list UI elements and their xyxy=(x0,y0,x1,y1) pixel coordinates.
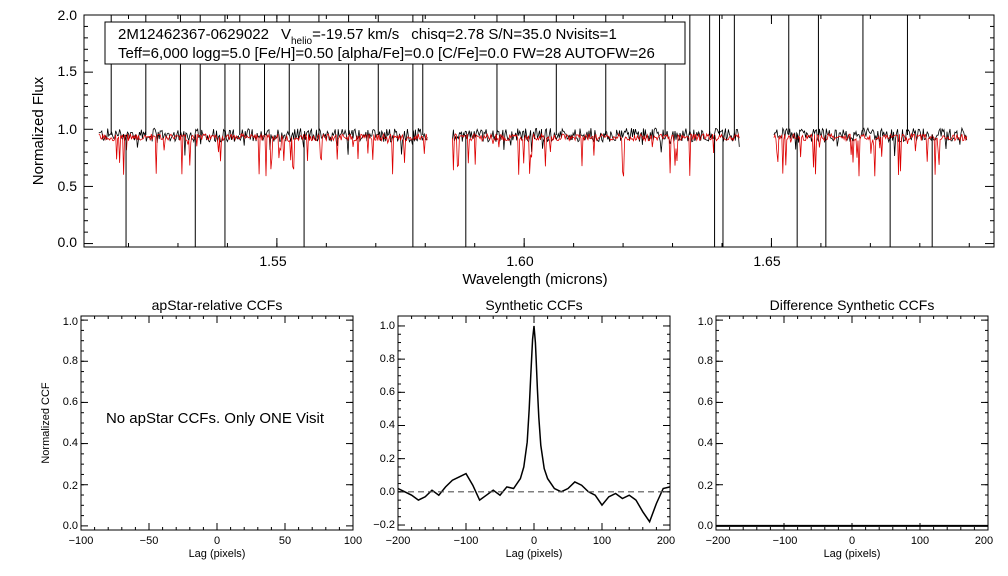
difference-ytick-label: 0.2 xyxy=(698,480,713,492)
synthetic-xtick-label: −100 xyxy=(454,535,479,547)
apstar-ytick-label: 0.4 xyxy=(63,437,78,449)
spectrum-ytick-label: 1.5 xyxy=(58,63,78,79)
difference-ccf-title: Difference Synthetic CCFs xyxy=(770,297,935,313)
apstar-xtick-label: 50 xyxy=(279,535,291,547)
spectrum-panel: 0.0 0.5 1.0 1.5 2.0 1.55 1.60 1.65 Wavel… xyxy=(30,7,995,288)
synthetic-xtick-label: 200 xyxy=(657,535,675,547)
apstar-xlabel: Lag (pixels) xyxy=(189,548,246,560)
apstar-ytick-label: 0.0 xyxy=(63,520,78,532)
synthetic-ccf-line xyxy=(397,325,671,524)
difference-ccf-panel: Difference Synthetic CCFs 0.0 0.2 0.4 0.… xyxy=(698,297,993,560)
apstar-ccf-title: apStar-relative CCFs xyxy=(152,297,283,313)
vhelio-value: =-19.57 km/s xyxy=(312,26,399,43)
synthetic-xtick-label: −200 xyxy=(386,535,411,547)
spectrum-frame xyxy=(83,14,995,248)
synthetic-ytick-label: 0.6 xyxy=(380,386,395,398)
observed-spectrum-line xyxy=(452,127,740,153)
vhelio-label: V xyxy=(281,26,291,43)
synthetic-xtick-label: 100 xyxy=(593,535,611,547)
star-id: 2M12462367-0629022 xyxy=(118,26,269,43)
synthetic-ytick-label: 0.0 xyxy=(380,486,395,498)
difference-ytick-label: 0.6 xyxy=(698,396,713,408)
apstar-xtick-label: −50 xyxy=(140,535,159,547)
difference-ytick-label: 0.4 xyxy=(698,437,713,449)
synthetic-spectrum-line xyxy=(773,132,968,177)
difference-ccf-ticks xyxy=(715,316,989,530)
info-line-1: 2M12462367-0629022 Vhelio=-19.57 km/s chis… xyxy=(118,26,617,47)
spectrum-xtick-label: 1.60 xyxy=(506,253,533,269)
synthetic-ccf-title: Synthetic CCFs xyxy=(485,297,582,313)
apstar-ytick-label: 0.8 xyxy=(63,355,78,367)
apstar-xtick-label: −100 xyxy=(69,535,94,547)
spectrum-ytick-label: 2.0 xyxy=(58,7,78,23)
apstar-ytick-label: 0.6 xyxy=(63,396,78,408)
spectrum-info-box: 2M12462367-0629022 Vhelio=-19.57 km/s chis… xyxy=(104,21,686,65)
apstar-ccf-panel: apStar-relative CCFs 0.0 0.2 0.4 0.6 0.8… xyxy=(40,297,362,560)
synthetic-ytick-label: 1.0 xyxy=(380,320,395,332)
info-box-frame xyxy=(104,21,686,65)
observed-spectrum-line xyxy=(773,126,968,157)
difference-ytick-label: 0.8 xyxy=(698,355,713,367)
difference-ytick-label: 1.0 xyxy=(698,316,713,328)
difference-xtick-label: 100 xyxy=(911,535,929,547)
synthetic-ytick-label: 0.8 xyxy=(380,353,395,365)
apstar-ytick-label: 0.2 xyxy=(63,480,78,492)
difference-xlabel: Lag (pixels) xyxy=(824,548,881,560)
synthetic-xtick-label: 0 xyxy=(531,535,537,547)
synthetic-ccf-frame xyxy=(397,315,671,531)
apstar-xtick-label: 100 xyxy=(344,535,362,547)
fit-stats: chisq=2.78 S/N=35.0 Nvisits=1 xyxy=(411,26,617,43)
difference-xtick-label: 0 xyxy=(849,535,855,547)
difference-ccf-frame xyxy=(715,315,989,531)
synthetic-ytick-label: 0.2 xyxy=(380,453,395,465)
spectrum-xlabel: Wavelength (microns) xyxy=(462,271,607,288)
synthetic-ytick-label: 0.4 xyxy=(380,419,395,431)
synthetic-ccf-plot-area xyxy=(397,325,671,524)
spectrum-ytick-label: 0.0 xyxy=(58,234,78,250)
info-line-2: Teff=6,000 logg=5.0 [Fe/H]=0.50 [alpha/F… xyxy=(118,45,655,62)
observed-spectrum-line xyxy=(98,127,428,156)
vhelio-subscript: helio xyxy=(291,36,313,47)
synthetic-ccf-ticks xyxy=(397,316,671,530)
synthetic-ccf-panel: Synthetic CCFs −0.2 0.0 0.2 0.4 0.6 0.8 … xyxy=(373,297,675,560)
difference-ytick-label: 0.0 xyxy=(698,520,713,532)
difference-xtick-label: −100 xyxy=(773,535,798,547)
apstar-ytick-label: 1.0 xyxy=(63,316,78,328)
synthetic-spectrum-line xyxy=(452,132,740,177)
difference-xtick-label: 200 xyxy=(975,535,993,547)
synthetic-ytick-label: −0.2 xyxy=(373,519,395,531)
synthetic-spectrum-line xyxy=(98,132,428,177)
spectrum-xtick-label: 1.65 xyxy=(753,253,780,269)
spectrum-xtick-label: 1.55 xyxy=(259,253,286,269)
spectrum-ytick-label: 0.5 xyxy=(58,178,78,194)
spectrum-ylabel: Normalized Flux xyxy=(30,76,47,185)
spectrum-ticks xyxy=(84,14,994,247)
apstar-xtick-label: 0 xyxy=(214,535,220,547)
no-ccf-note: No apStar CCFs. Only ONE Visit xyxy=(106,410,325,427)
difference-xtick-label: −200 xyxy=(706,535,731,547)
synthetic-xlabel: Lag (pixels) xyxy=(506,548,563,560)
spectrum-ytick-label: 1.0 xyxy=(58,121,78,137)
apstar-ccf-ticks xyxy=(80,316,354,530)
apstar-ylabel: Normalized CCF xyxy=(40,382,52,464)
